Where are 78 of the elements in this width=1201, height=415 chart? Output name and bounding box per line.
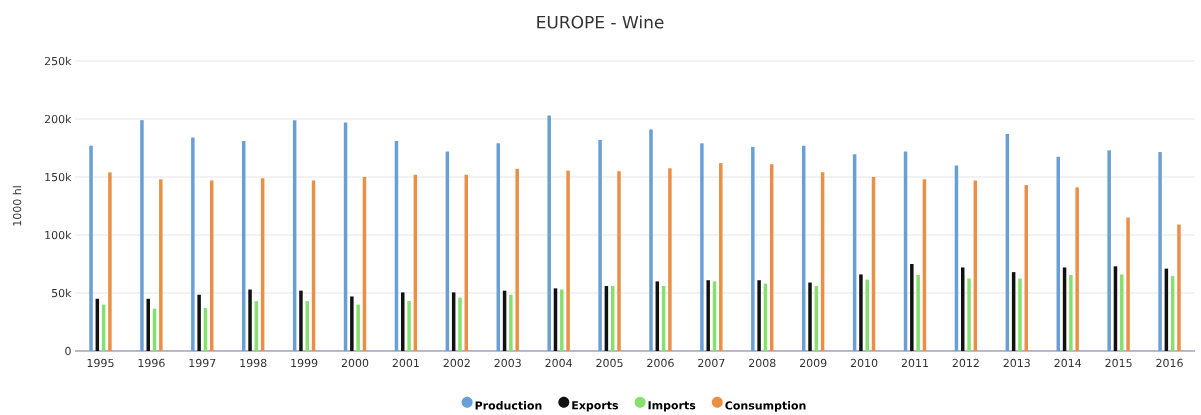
chart-title: EUROPE - Wine xyxy=(537,15,664,29)
bar xyxy=(1075,187,1079,352)
bar xyxy=(967,278,971,352)
y-tick-label: 0 xyxy=(65,346,71,356)
bar xyxy=(1177,224,1181,352)
bar xyxy=(407,301,411,352)
x-tick-label: 1995 xyxy=(87,358,114,368)
x-tick-label: 2006 xyxy=(647,358,674,368)
bar xyxy=(1126,217,1130,352)
bar xyxy=(566,170,570,352)
x-tick-label: 2008 xyxy=(749,358,776,368)
legend-label: Imports xyxy=(648,401,696,412)
bar xyxy=(1018,278,1022,352)
bar xyxy=(617,171,621,352)
bar xyxy=(1158,152,1162,352)
bar xyxy=(668,168,672,352)
legend-label: Consumption xyxy=(725,401,806,412)
bar xyxy=(560,289,564,352)
x-tick-label: 2010 xyxy=(850,358,878,368)
x-tick-label: 2003 xyxy=(494,358,521,368)
x-tick-label: 2009 xyxy=(799,358,827,368)
y-tick-label: 100k xyxy=(45,230,72,240)
bar xyxy=(1107,150,1111,352)
x-tick-label: 1997 xyxy=(189,358,216,368)
bar xyxy=(808,282,812,352)
bar xyxy=(910,264,914,352)
x-tick-label: 1996 xyxy=(138,358,165,368)
y-tick-label: 50k xyxy=(51,288,72,298)
bar xyxy=(248,289,252,352)
y-tick-label: 250k xyxy=(44,56,72,66)
bar xyxy=(89,145,93,352)
bar xyxy=(700,143,704,352)
x-tick-label: 2002 xyxy=(443,358,470,368)
y-axis-title: 1000 hl xyxy=(12,186,22,226)
x-tick-label: 2011 xyxy=(901,358,928,368)
bar xyxy=(191,137,195,352)
x-tick-label: 1999 xyxy=(291,358,318,368)
bar xyxy=(1069,275,1073,352)
bar xyxy=(299,290,303,352)
bar xyxy=(865,279,869,352)
legend-label: Production xyxy=(475,401,542,410)
bar xyxy=(547,115,551,352)
bar xyxy=(1024,185,1028,352)
x-tick-label: 2013 xyxy=(1003,358,1030,368)
x-tick-label: 2012 xyxy=(952,358,979,368)
x-tick-label: 2001 xyxy=(392,358,419,368)
bar xyxy=(706,280,710,352)
bar xyxy=(305,301,309,352)
bar xyxy=(515,168,519,352)
bar xyxy=(719,163,723,352)
x-tick-label: 2004 xyxy=(545,358,573,368)
x-tick-label: 2015 xyxy=(1105,358,1132,368)
x-tick-label: 2014 xyxy=(1054,358,1082,368)
bar xyxy=(916,275,920,352)
x-tick-label: 1998 xyxy=(240,358,267,368)
bar xyxy=(197,294,201,352)
bar xyxy=(108,172,112,352)
bar xyxy=(146,298,150,352)
bar xyxy=(140,120,144,352)
bar xyxy=(350,296,354,352)
x-tick-label: 2007 xyxy=(698,358,725,368)
bar xyxy=(356,304,360,352)
bar xyxy=(751,146,755,352)
bar xyxy=(598,139,602,352)
bar xyxy=(859,274,863,352)
x-tick-label: 2000 xyxy=(341,358,369,368)
bar xyxy=(159,179,163,352)
bar xyxy=(1120,274,1124,352)
bar xyxy=(401,292,405,352)
y-tick-label: 200k xyxy=(44,114,72,124)
bar xyxy=(757,280,761,352)
legend-label: Exports xyxy=(572,401,619,412)
bar xyxy=(649,129,653,352)
x-tick-label: 2005 xyxy=(596,358,623,368)
x-tick-label: 2016 xyxy=(1156,358,1183,368)
y-tick-label: 150k xyxy=(45,172,72,182)
bar xyxy=(509,294,513,352)
bar xyxy=(458,297,462,352)
